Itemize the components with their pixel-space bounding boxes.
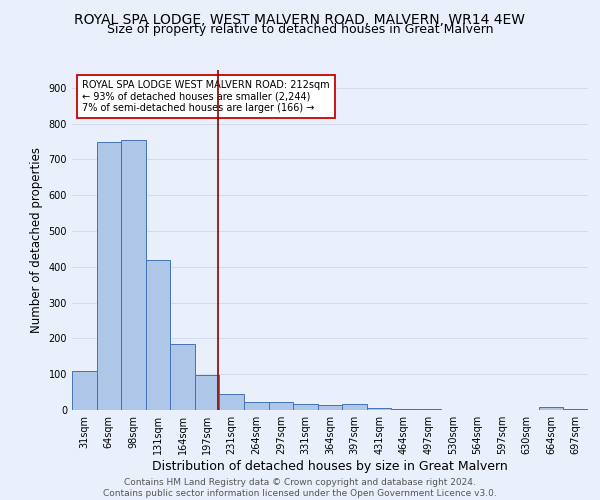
- Bar: [195, 376, 220, 410]
- Text: Size of property relative to detached houses in Great Malvern: Size of property relative to detached ho…: [107, 22, 493, 36]
- Y-axis label: Number of detached properties: Number of detached properties: [30, 147, 43, 333]
- Text: ROYAL SPA LODGE, WEST MALVERN ROAD, MALVERN, WR14 4EW: ROYAL SPA LODGE, WEST MALVERN ROAD, MALV…: [74, 12, 526, 26]
- Bar: [146, 260, 170, 410]
- Bar: [367, 408, 391, 410]
- Bar: [342, 404, 367, 410]
- Bar: [293, 404, 318, 410]
- X-axis label: Distribution of detached houses by size in Great Malvern: Distribution of detached houses by size …: [152, 460, 508, 473]
- Bar: [72, 370, 97, 410]
- Text: Contains HM Land Registry data © Crown copyright and database right 2024.
Contai: Contains HM Land Registry data © Crown c…: [103, 478, 497, 498]
- Bar: [97, 142, 121, 410]
- Bar: [220, 394, 244, 410]
- Bar: [170, 344, 195, 410]
- Bar: [244, 402, 269, 410]
- Bar: [416, 409, 440, 410]
- Bar: [318, 404, 342, 410]
- Bar: [391, 409, 416, 410]
- Bar: [563, 409, 588, 410]
- Bar: [269, 402, 293, 410]
- Text: ROYAL SPA LODGE WEST MALVERN ROAD: 212sqm
← 93% of detached houses are smaller (: ROYAL SPA LODGE WEST MALVERN ROAD: 212sq…: [82, 80, 330, 114]
- Bar: [121, 140, 146, 410]
- Bar: [539, 407, 563, 410]
